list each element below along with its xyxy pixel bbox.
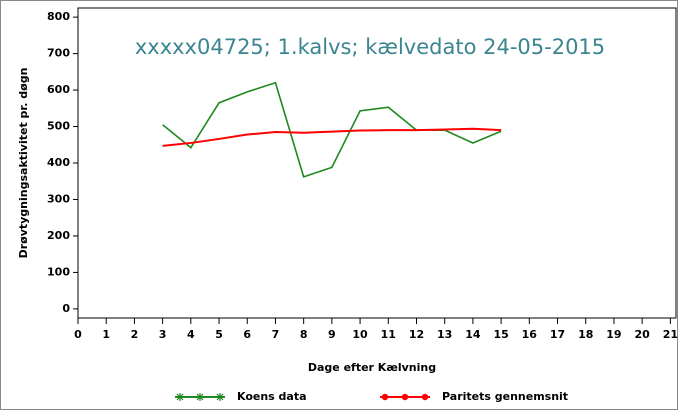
- x-tick-label: 5: [215, 328, 223, 341]
- y-tick-label: 300: [47, 192, 70, 205]
- x-tick-label: 0: [74, 328, 82, 341]
- y-tick-label: 200: [47, 229, 70, 242]
- y-tick-label: 500: [47, 120, 70, 133]
- x-tick-label: 8: [300, 328, 308, 341]
- x-tick-label: 16: [522, 328, 538, 341]
- x-tick-label: 6: [243, 328, 251, 341]
- marker: [196, 393, 204, 401]
- x-tick-label: 3: [159, 328, 167, 341]
- x-tick-label: 14: [465, 328, 481, 341]
- x-tick-label: 12: [409, 328, 424, 341]
- chart-title: xxxxx04725; 1.kalvs; kælvedato 24-05-201…: [135, 35, 605, 59]
- x-tick-label: 7: [272, 328, 280, 341]
- x-tick-label: 1: [102, 328, 110, 341]
- y-tick-label: 600: [47, 83, 70, 96]
- x-tick-label: 10: [352, 328, 368, 341]
- x-tick-label: 11: [381, 328, 396, 341]
- x-tick-label: 19: [606, 328, 621, 341]
- x-tick-label: 18: [578, 328, 593, 341]
- legend-item: Paritets gennemsnit: [380, 390, 568, 403]
- marker: [421, 393, 429, 401]
- y-tick-label: 700: [47, 47, 70, 60]
- x-tick-label: 2: [131, 328, 139, 341]
- x-tick-label: 15: [493, 328, 508, 341]
- marker: [216, 393, 224, 401]
- marker: [401, 393, 409, 401]
- legend-label: Koens data: [237, 390, 307, 403]
- y-tick-label: 400: [47, 156, 70, 169]
- x-tick-label: 21: [663, 328, 678, 341]
- marker: [176, 393, 184, 401]
- y-tick-label: 800: [47, 10, 70, 23]
- y-tick-label: 0: [62, 302, 70, 315]
- legend-item: Koens data: [175, 390, 307, 403]
- series-line: [162, 127, 502, 147]
- marker: [381, 393, 389, 401]
- legend-label: Paritets gennemsnit: [442, 390, 568, 403]
- x-axis-label: Dage efter Kælvning: [308, 361, 436, 374]
- x-tick-label: 4: [187, 328, 195, 341]
- x-tick-label: 9: [328, 328, 336, 341]
- x-tick-label: 17: [550, 328, 565, 341]
- y-tick-label: 100: [47, 265, 70, 278]
- y-axis-label: Drøvtygningsaktivitet pr. døgn: [17, 68, 30, 259]
- x-tick-label: 13: [437, 328, 452, 341]
- x-tick-label: 20: [634, 328, 650, 341]
